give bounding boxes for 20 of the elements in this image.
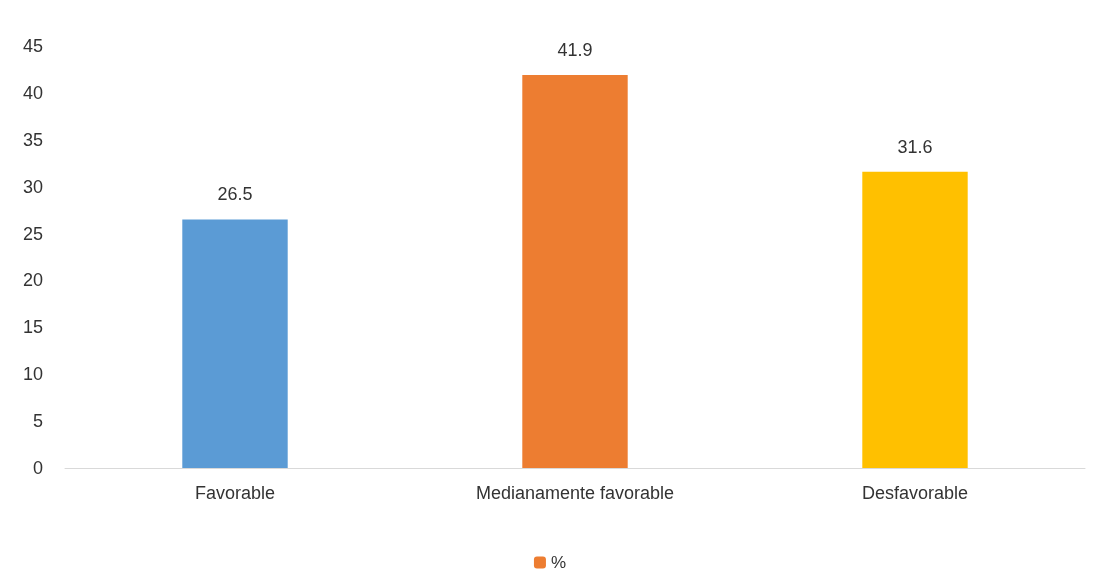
y-tick-label: 20	[22, 270, 43, 291]
y-tick-label: 25	[22, 223, 43, 244]
data-label: 41.9	[557, 40, 593, 61]
y-tick-label: 45	[22, 36, 43, 56]
y-tick-label: 0	[32, 458, 43, 478]
bar	[182, 219, 288, 468]
y-tick-label: 10	[22, 364, 43, 385]
bar	[862, 171, 968, 468]
y-tick-label: 40	[22, 82, 43, 103]
y-tick-label: 30	[22, 176, 43, 197]
bar	[522, 75, 628, 468]
data-label: 26.5	[217, 184, 253, 205]
x-tick-label: Favorable	[194, 483, 276, 503]
x-tick-label: Medianamente favorable	[475, 483, 675, 503]
y-tick-label: 35	[22, 129, 43, 150]
data-label: 31.6	[897, 136, 933, 157]
legend-label: %	[550, 553, 567, 572]
x-tick-label: Desfavorable	[861, 483, 969, 503]
y-tick-label: 15	[22, 317, 43, 338]
y-tick-label: 5	[32, 411, 43, 432]
